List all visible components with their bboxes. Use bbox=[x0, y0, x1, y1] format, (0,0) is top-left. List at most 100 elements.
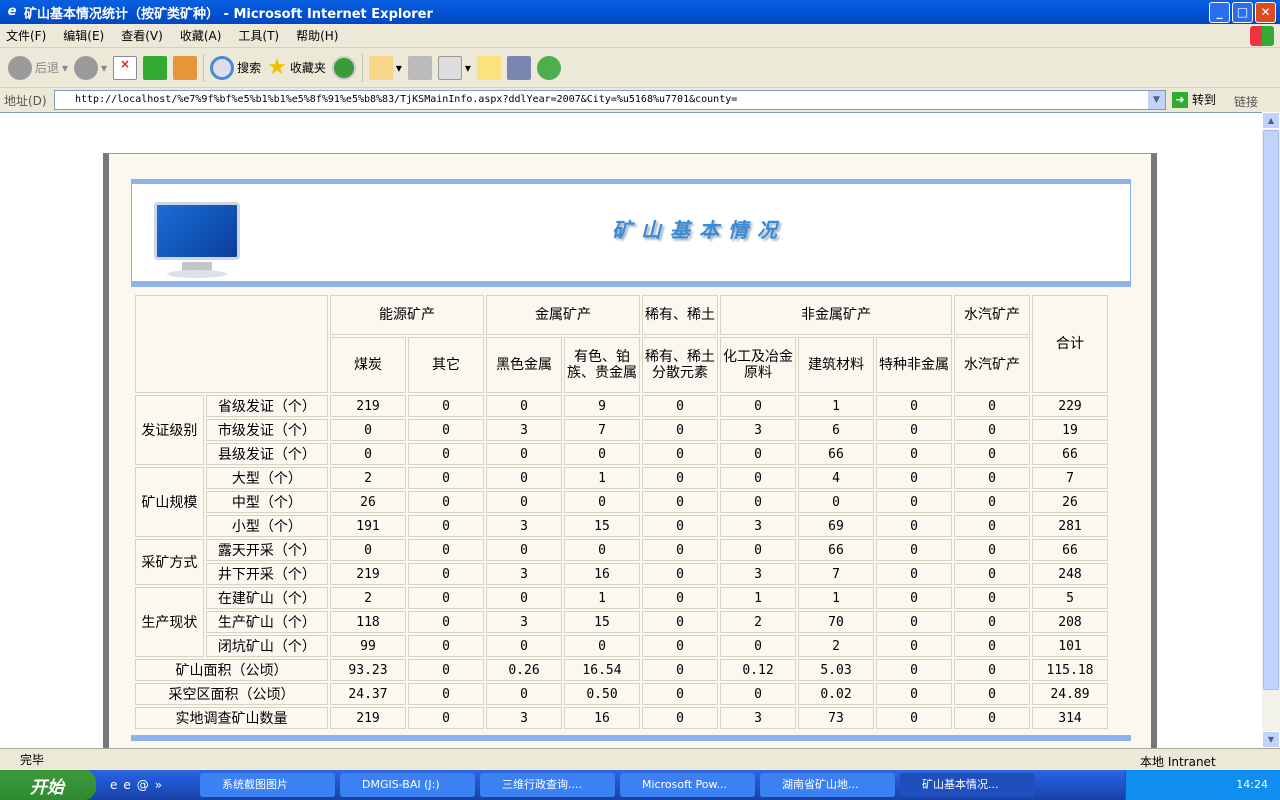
menu-view[interactable]: 查看(V) bbox=[121, 29, 163, 43]
column-header: 其它 bbox=[408, 337, 484, 393]
table-cell: 0 bbox=[954, 659, 1030, 681]
table-cell: 0 bbox=[408, 587, 484, 609]
table-cell: 4 bbox=[798, 467, 874, 489]
menu-help[interactable]: 帮助(H) bbox=[296, 29, 339, 43]
window-title: 矿山基本情况统计（按矿类矿种） - Microsoft Internet Exp… bbox=[24, 6, 433, 22]
address-input[interactable]: http://localhost/%e7%9f%bf%e5%b1%b1%e5%8… bbox=[54, 90, 1166, 110]
ie-icon[interactable]: e bbox=[110, 778, 118, 792]
messenger-button[interactable] bbox=[536, 55, 561, 80]
table-cell: 0 bbox=[954, 683, 1030, 705]
table-cell: 69 bbox=[798, 515, 874, 537]
table-cell: 229 bbox=[1032, 395, 1108, 417]
row-label: 在建矿山（个） bbox=[205, 587, 328, 609]
menu-favorites[interactable]: 收藏(A) bbox=[179, 29, 222, 43]
row-label: 县级发证（个） bbox=[205, 443, 328, 465]
row-label: 小型（个） bbox=[205, 515, 328, 537]
star-icon: ★ bbox=[267, 55, 287, 80]
home-button[interactable] bbox=[173, 55, 198, 80]
table-cell: 66 bbox=[798, 539, 874, 561]
outlook-icon[interactable]: @ bbox=[136, 778, 149, 792]
table-cell: 0 bbox=[486, 395, 562, 417]
table-cell: 73 bbox=[798, 707, 874, 729]
page-title: 矿山基本情况 bbox=[612, 218, 786, 242]
table-cell: 0 bbox=[564, 539, 640, 561]
task-button[interactable]: DMGIS-BAI (J:) bbox=[340, 773, 475, 797]
history-button[interactable] bbox=[331, 55, 356, 80]
close-button[interactable]: ✕ bbox=[1255, 2, 1276, 23]
column-header: 特种非金属 bbox=[876, 337, 952, 393]
table-cell: 0 bbox=[876, 635, 952, 657]
table-cell: 66 bbox=[1032, 539, 1108, 561]
column-header: 煤炭 bbox=[330, 337, 406, 393]
scroll-down-button[interactable]: ▼ bbox=[1262, 731, 1280, 748]
minimize-button[interactable]: _ bbox=[1209, 2, 1230, 23]
table-cell: 0 bbox=[876, 587, 952, 609]
search-button[interactable]: 搜索 bbox=[210, 55, 261, 80]
go-button[interactable]: ➜ 转到 bbox=[1172, 91, 1216, 108]
row-group-label: 生产现状 bbox=[135, 587, 204, 657]
scroll-up-button[interactable]: ▲ bbox=[1262, 112, 1280, 129]
table-cell: 3 bbox=[486, 515, 562, 537]
table-cell: 5.03 bbox=[798, 659, 874, 681]
forward-button[interactable]: ▾ bbox=[74, 55, 107, 80]
task-button[interactable]: 三维行政查询.... bbox=[480, 773, 615, 797]
links-button[interactable]: 链接 bbox=[1234, 95, 1259, 109]
stop-icon: × bbox=[113, 55, 138, 80]
table-cell: 0 bbox=[642, 515, 718, 537]
forward-arrow-icon bbox=[74, 55, 99, 80]
table-cell: 0 bbox=[642, 707, 718, 729]
table-cell: 3 bbox=[720, 515, 796, 537]
table-cell: 7 bbox=[1032, 467, 1108, 489]
row-label: 生产矿山（个） bbox=[205, 611, 328, 633]
back-arrow-icon bbox=[8, 55, 32, 80]
task-button[interactable]: 系统截图图片 bbox=[200, 773, 335, 797]
address-dropdown[interactable]: ▼ bbox=[1148, 91, 1165, 109]
vertical-scrollbar[interactable]: ▲ ▼ bbox=[1262, 112, 1280, 748]
table-cell: 0 bbox=[954, 419, 1030, 441]
mail-button[interactable]: ▾ bbox=[368, 55, 402, 80]
menu-file[interactable]: 文件(F) bbox=[6, 29, 47, 43]
table-cell: 0 bbox=[330, 419, 406, 441]
maximize-button[interactable]: □ bbox=[1232, 2, 1253, 23]
back-button[interactable]: 后退 ▾ bbox=[8, 55, 68, 80]
table-cell: 0 bbox=[486, 683, 562, 705]
table-cell: 0 bbox=[486, 491, 562, 513]
table-cell: 0 bbox=[642, 587, 718, 609]
menu-edit[interactable]: 编辑(E) bbox=[63, 29, 105, 43]
task-button[interactable]: 湖南省矿山地... bbox=[760, 773, 895, 797]
discuss-button[interactable] bbox=[476, 55, 501, 80]
table-cell: 66 bbox=[1032, 443, 1108, 465]
status-bar: 完毕 本地 Intranet bbox=[0, 748, 1280, 770]
favorites-button[interactable]: ★ 收藏夹 bbox=[267, 55, 326, 80]
refresh-button[interactable] bbox=[143, 55, 168, 80]
ie-icon[interactable]: e bbox=[123, 778, 131, 792]
stop-button[interactable]: × bbox=[113, 55, 138, 80]
address-label: 地址(D) bbox=[4, 93, 47, 108]
back-label: 后退 bbox=[35, 61, 60, 75]
table-cell: 0 bbox=[408, 563, 484, 585]
table-cell: 101 bbox=[1032, 635, 1108, 657]
task-button-active[interactable]: 矿山基本情况... bbox=[900, 773, 1035, 797]
task-button[interactable]: Microsoft Pow... bbox=[620, 773, 755, 797]
table-cell: 0 bbox=[642, 683, 718, 705]
table-cell: 0 bbox=[642, 491, 718, 513]
table-cell: 191 bbox=[330, 515, 406, 537]
table-cell: 7 bbox=[564, 419, 640, 441]
menu-tools[interactable]: 工具(T) bbox=[238, 29, 280, 43]
table-cell: 3 bbox=[486, 419, 562, 441]
table-cell: 0 bbox=[954, 467, 1030, 489]
table-cell: 0 bbox=[876, 707, 952, 729]
table-cell: 1 bbox=[798, 587, 874, 609]
table-cell: 0 bbox=[408, 683, 484, 705]
column-header: 建筑材料 bbox=[798, 337, 874, 393]
scroll-thumb[interactable] bbox=[1263, 130, 1279, 690]
edit-button[interactable]: ▾ bbox=[437, 55, 471, 80]
table-cell: 0 bbox=[720, 443, 796, 465]
group-header: 非金属矿产 bbox=[720, 295, 952, 335]
start-button[interactable]: 开始 bbox=[0, 770, 96, 800]
column-header: 有色、铂族、贵金属 bbox=[564, 337, 640, 393]
research-button[interactable] bbox=[506, 55, 531, 80]
table-row: 生产现状 在建矿山（个） 2 0 0 1 0 1 1 0 0 5 bbox=[135, 587, 1108, 657]
print-button[interactable] bbox=[407, 55, 432, 80]
row-group-label: 发证级别 bbox=[135, 395, 204, 465]
